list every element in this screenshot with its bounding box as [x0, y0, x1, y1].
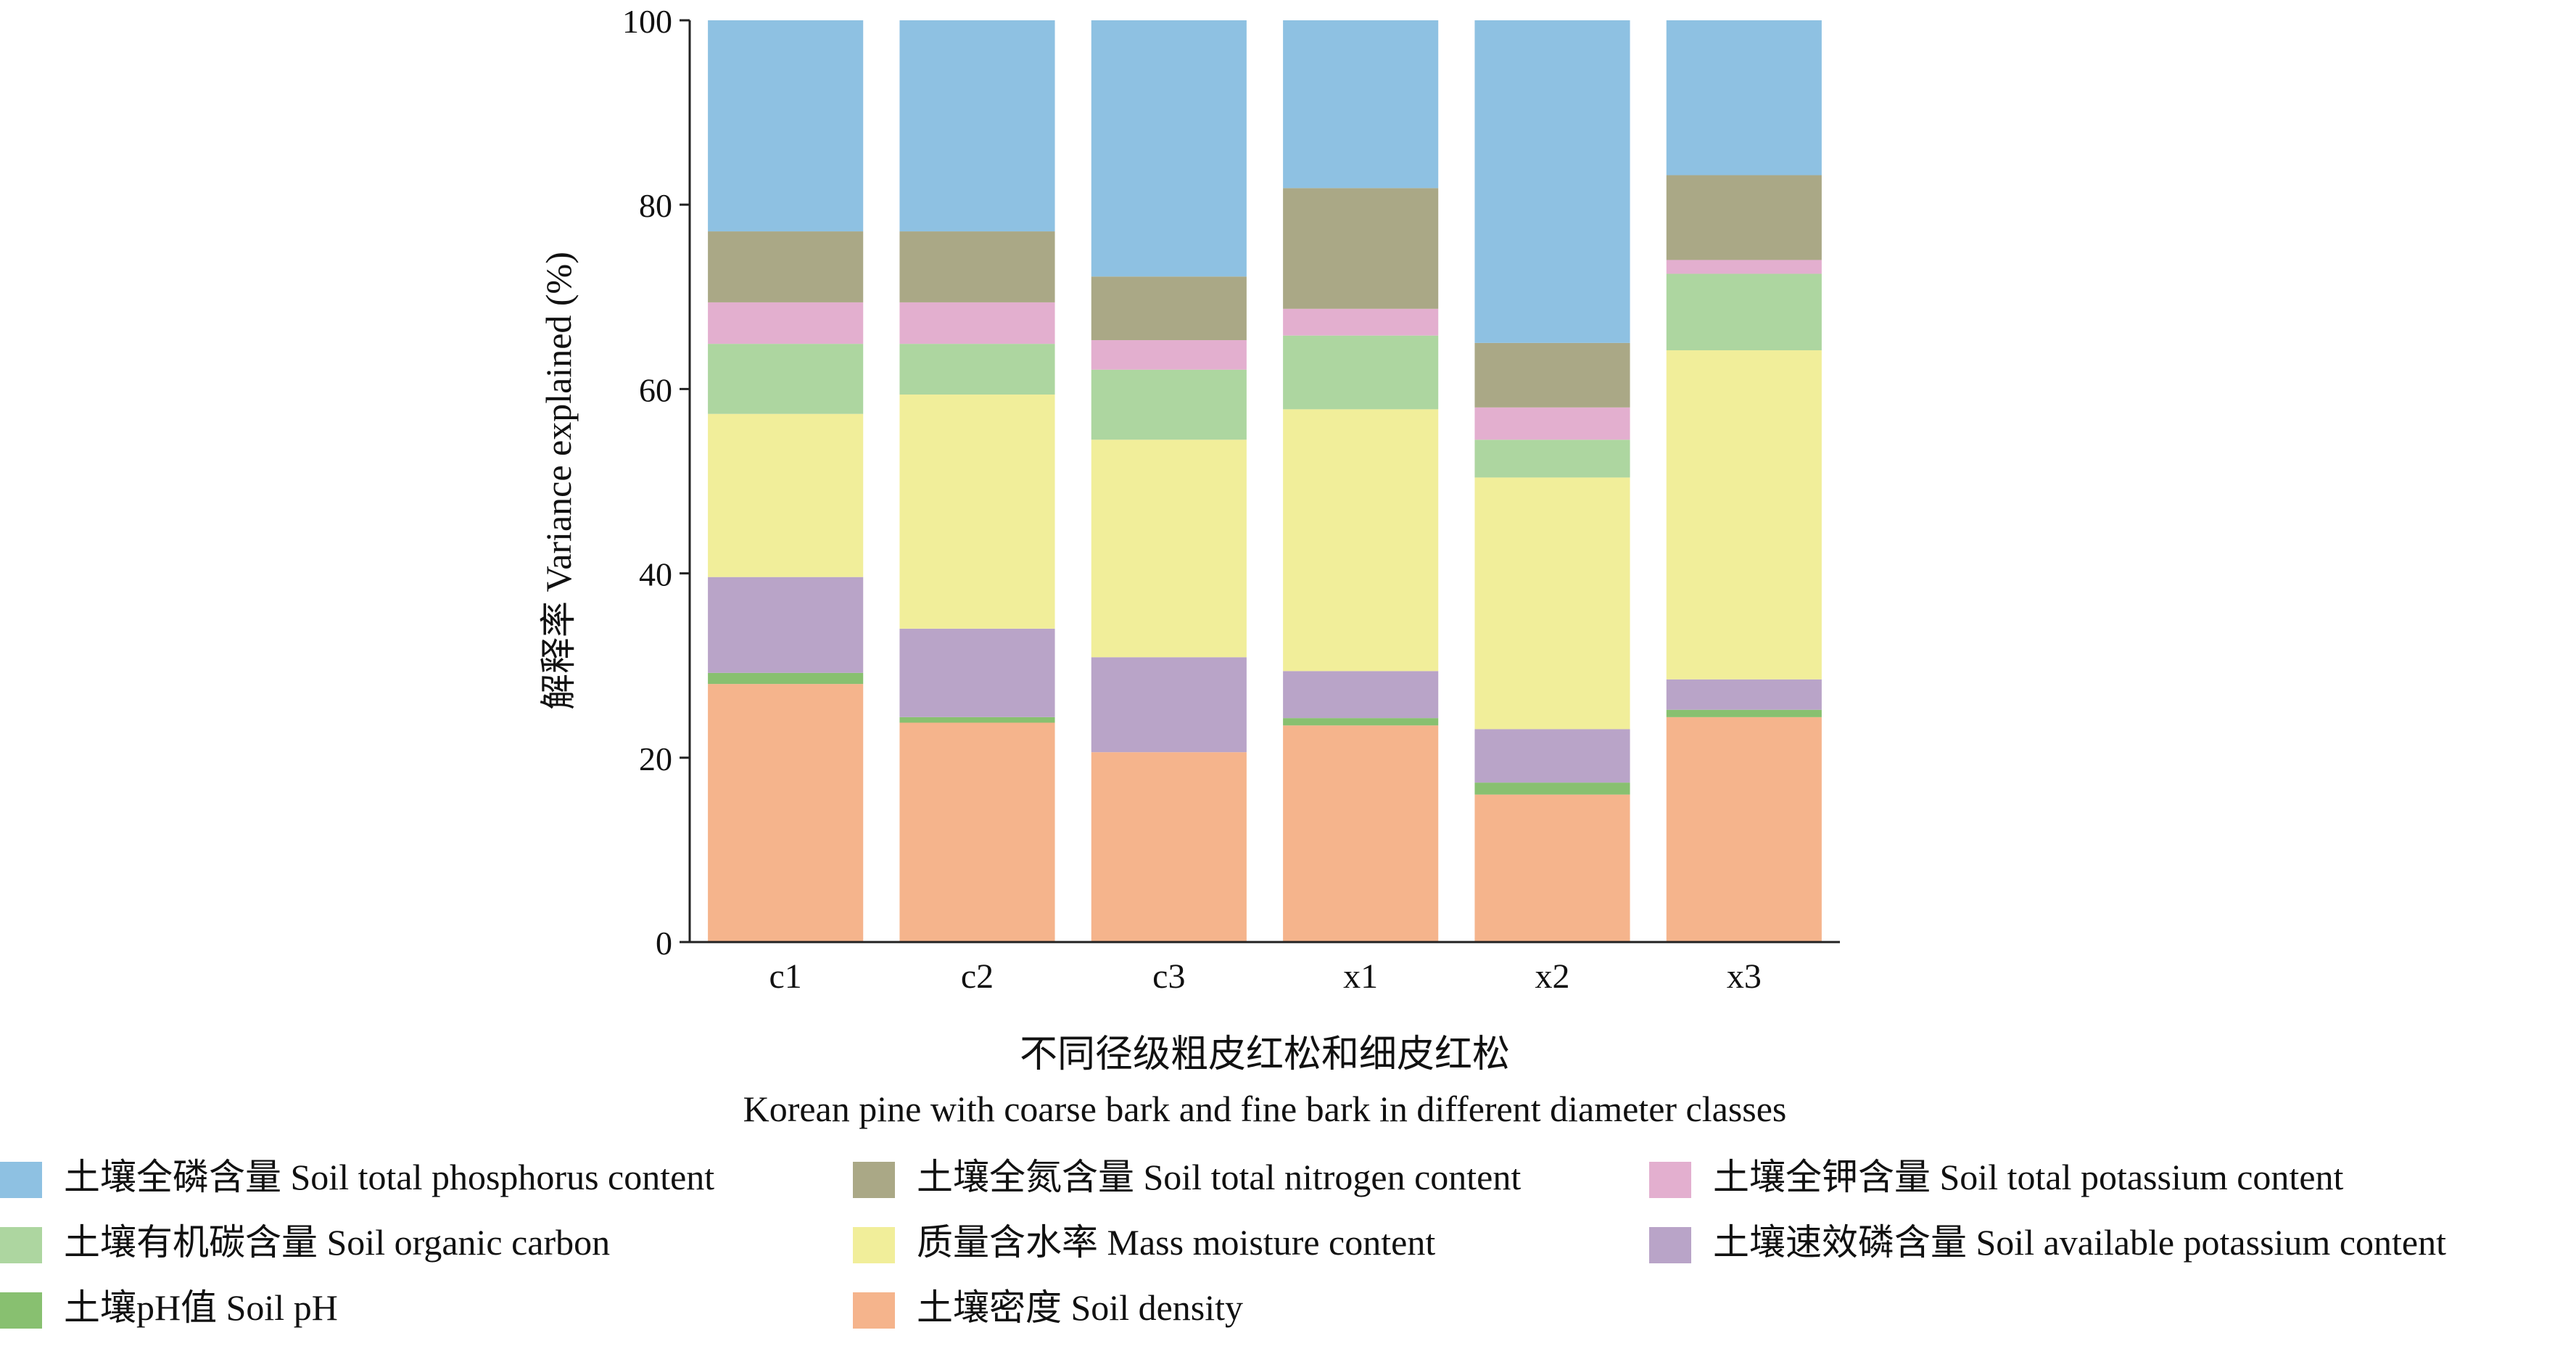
bar-segment-x1-series-1 — [1283, 718, 1439, 726]
legend-swatch — [853, 1162, 895, 1198]
legend-swatch — [853, 1292, 895, 1329]
legend-swatch — [1649, 1227, 1691, 1263]
bar-segment-x1-series-0 — [1283, 725, 1439, 942]
legend-label: 质量含水率 Mass moisture content — [917, 1222, 1435, 1263]
bar-segment-x3-series-6 — [1666, 175, 1822, 260]
legend-swatch — [0, 1162, 42, 1198]
bar-segment-x2-series-1 — [1474, 783, 1630, 795]
x-tick-label: c2 — [961, 957, 994, 996]
bar-segment-x2-series-5 — [1474, 407, 1630, 440]
legend-swatch — [1649, 1162, 1691, 1198]
bar-segment-x2-series-4 — [1474, 439, 1630, 478]
bar-segment-x3-series-0 — [1666, 717, 1822, 942]
x-tick-label: x2 — [1535, 957, 1570, 996]
y-ticks-layer: 0 20 40 60 80 100 — [622, 3, 690, 962]
legend-label: 土壤有机碳含量 Soil organic carbon — [64, 1222, 610, 1263]
bar-segment-c3-series-2 — [1091, 657, 1247, 753]
bar-segment-c1-series-0 — [708, 684, 864, 942]
legend-label: 土壤全磷含量 Soil total phosphorus content — [64, 1157, 714, 1197]
legend-label: 土壤pH值 Soil pH — [64, 1287, 338, 1328]
bar-segment-c2-series-5 — [899, 302, 1055, 344]
legend-label: 土壤全氮含量 Soil total nitrogen content — [917, 1157, 1521, 1197]
x-tick-label: c1 — [769, 957, 802, 996]
bar-segment-c1-series-5 — [708, 302, 864, 344]
bar-segment-c1-series-7 — [708, 20, 864, 232]
y-tick-label: 100 — [622, 3, 672, 40]
y-tick-label: 20 — [639, 740, 672, 777]
bar-segment-x1-series-3 — [1283, 409, 1439, 672]
y-tick-label: 40 — [639, 556, 672, 593]
y-axis-label: 解释率 Variance explained (%) — [538, 252, 579, 710]
bar-segment-c2-series-6 — [899, 231, 1055, 302]
bar-segment-x3-series-3 — [1666, 350, 1822, 680]
bar-segment-c3-series-6 — [1091, 276, 1247, 341]
bar-segment-x3-series-1 — [1666, 709, 1822, 717]
y-tick-label: 0 — [656, 925, 672, 962]
bar-segment-x1-series-5 — [1283, 308, 1439, 336]
bar-segment-c2-series-3 — [899, 395, 1055, 629]
x-tick-label: c3 — [1152, 957, 1185, 996]
legend: 土壤全磷含量 Soil total phosphorus content 土壤全氮… — [0, 1157, 2446, 1329]
y-tick-label: 80 — [639, 187, 672, 224]
bar-segment-x2-series-3 — [1474, 477, 1630, 730]
x-ticks-layer: c1 c2 c3 x1 x2 x3 — [769, 957, 1762, 996]
bar-segment-x2-series-0 — [1474, 794, 1630, 942]
bar-segment-c1-series-4 — [708, 344, 864, 414]
bar-segment-x1-series-4 — [1283, 335, 1439, 410]
bar-segment-x3-series-7 — [1666, 20, 1822, 176]
legend-label: 土壤密度 Soil density — [917, 1287, 1243, 1328]
bar-segment-c1-series-2 — [708, 577, 864, 673]
bar-segment-c1-series-1 — [708, 672, 864, 685]
bar-segment-c3-series-0 — [1091, 752, 1247, 942]
y-tick-label: 60 — [639, 371, 672, 408]
legend-swatch — [0, 1227, 42, 1263]
bar-segment-c3-series-7 — [1091, 20, 1247, 277]
bar-segment-x3-series-4 — [1666, 273, 1822, 351]
bar-segment-c2-series-1 — [899, 717, 1055, 723]
x-axis-label-chinese: 不同径级粗皮红松和细皮红松 — [1020, 1034, 1510, 1075]
bar-segment-x2-series-6 — [1474, 342, 1630, 408]
axes-layer — [688, 20, 1840, 944]
x-tick-label: x1 — [1343, 957, 1378, 996]
bar-segment-c1-series-6 — [708, 231, 864, 302]
x-axis-label-english: Korean pine with coarse bark and fine ba… — [743, 1089, 1787, 1129]
bar-segment-c2-series-2 — [899, 628, 1055, 717]
bar-segment-x2-series-7 — [1474, 20, 1630, 343]
bar-segment-x3-series-5 — [1666, 260, 1822, 274]
bar-segment-x1-series-2 — [1283, 671, 1439, 719]
x-tick-label: x3 — [1727, 957, 1762, 996]
legend-swatch — [0, 1292, 42, 1329]
bar-segment-c1-series-3 — [708, 413, 864, 577]
bar-segment-c3-series-3 — [1091, 439, 1247, 658]
legend-label: 土壤全钾含量 Soil total potassium content — [1713, 1157, 2344, 1197]
bars-layer — [708, 20, 1822, 942]
bar-segment-x3-series-2 — [1666, 679, 1822, 710]
bar-segment-x2-series-2 — [1474, 729, 1630, 783]
bar-segment-c3-series-5 — [1091, 340, 1247, 370]
bar-segment-c2-series-7 — [899, 20, 1055, 232]
bar-segment-x1-series-7 — [1283, 20, 1439, 189]
legend-label: 土壤速效磷含量 Soil available potassium content — [1713, 1222, 2446, 1263]
bar-segment-x1-series-6 — [1283, 188, 1439, 309]
bar-segment-c2-series-4 — [899, 344, 1055, 395]
bar-segment-c3-series-4 — [1091, 369, 1247, 440]
legend-swatch — [853, 1227, 895, 1263]
bar-segment-c2-series-0 — [899, 722, 1055, 942]
